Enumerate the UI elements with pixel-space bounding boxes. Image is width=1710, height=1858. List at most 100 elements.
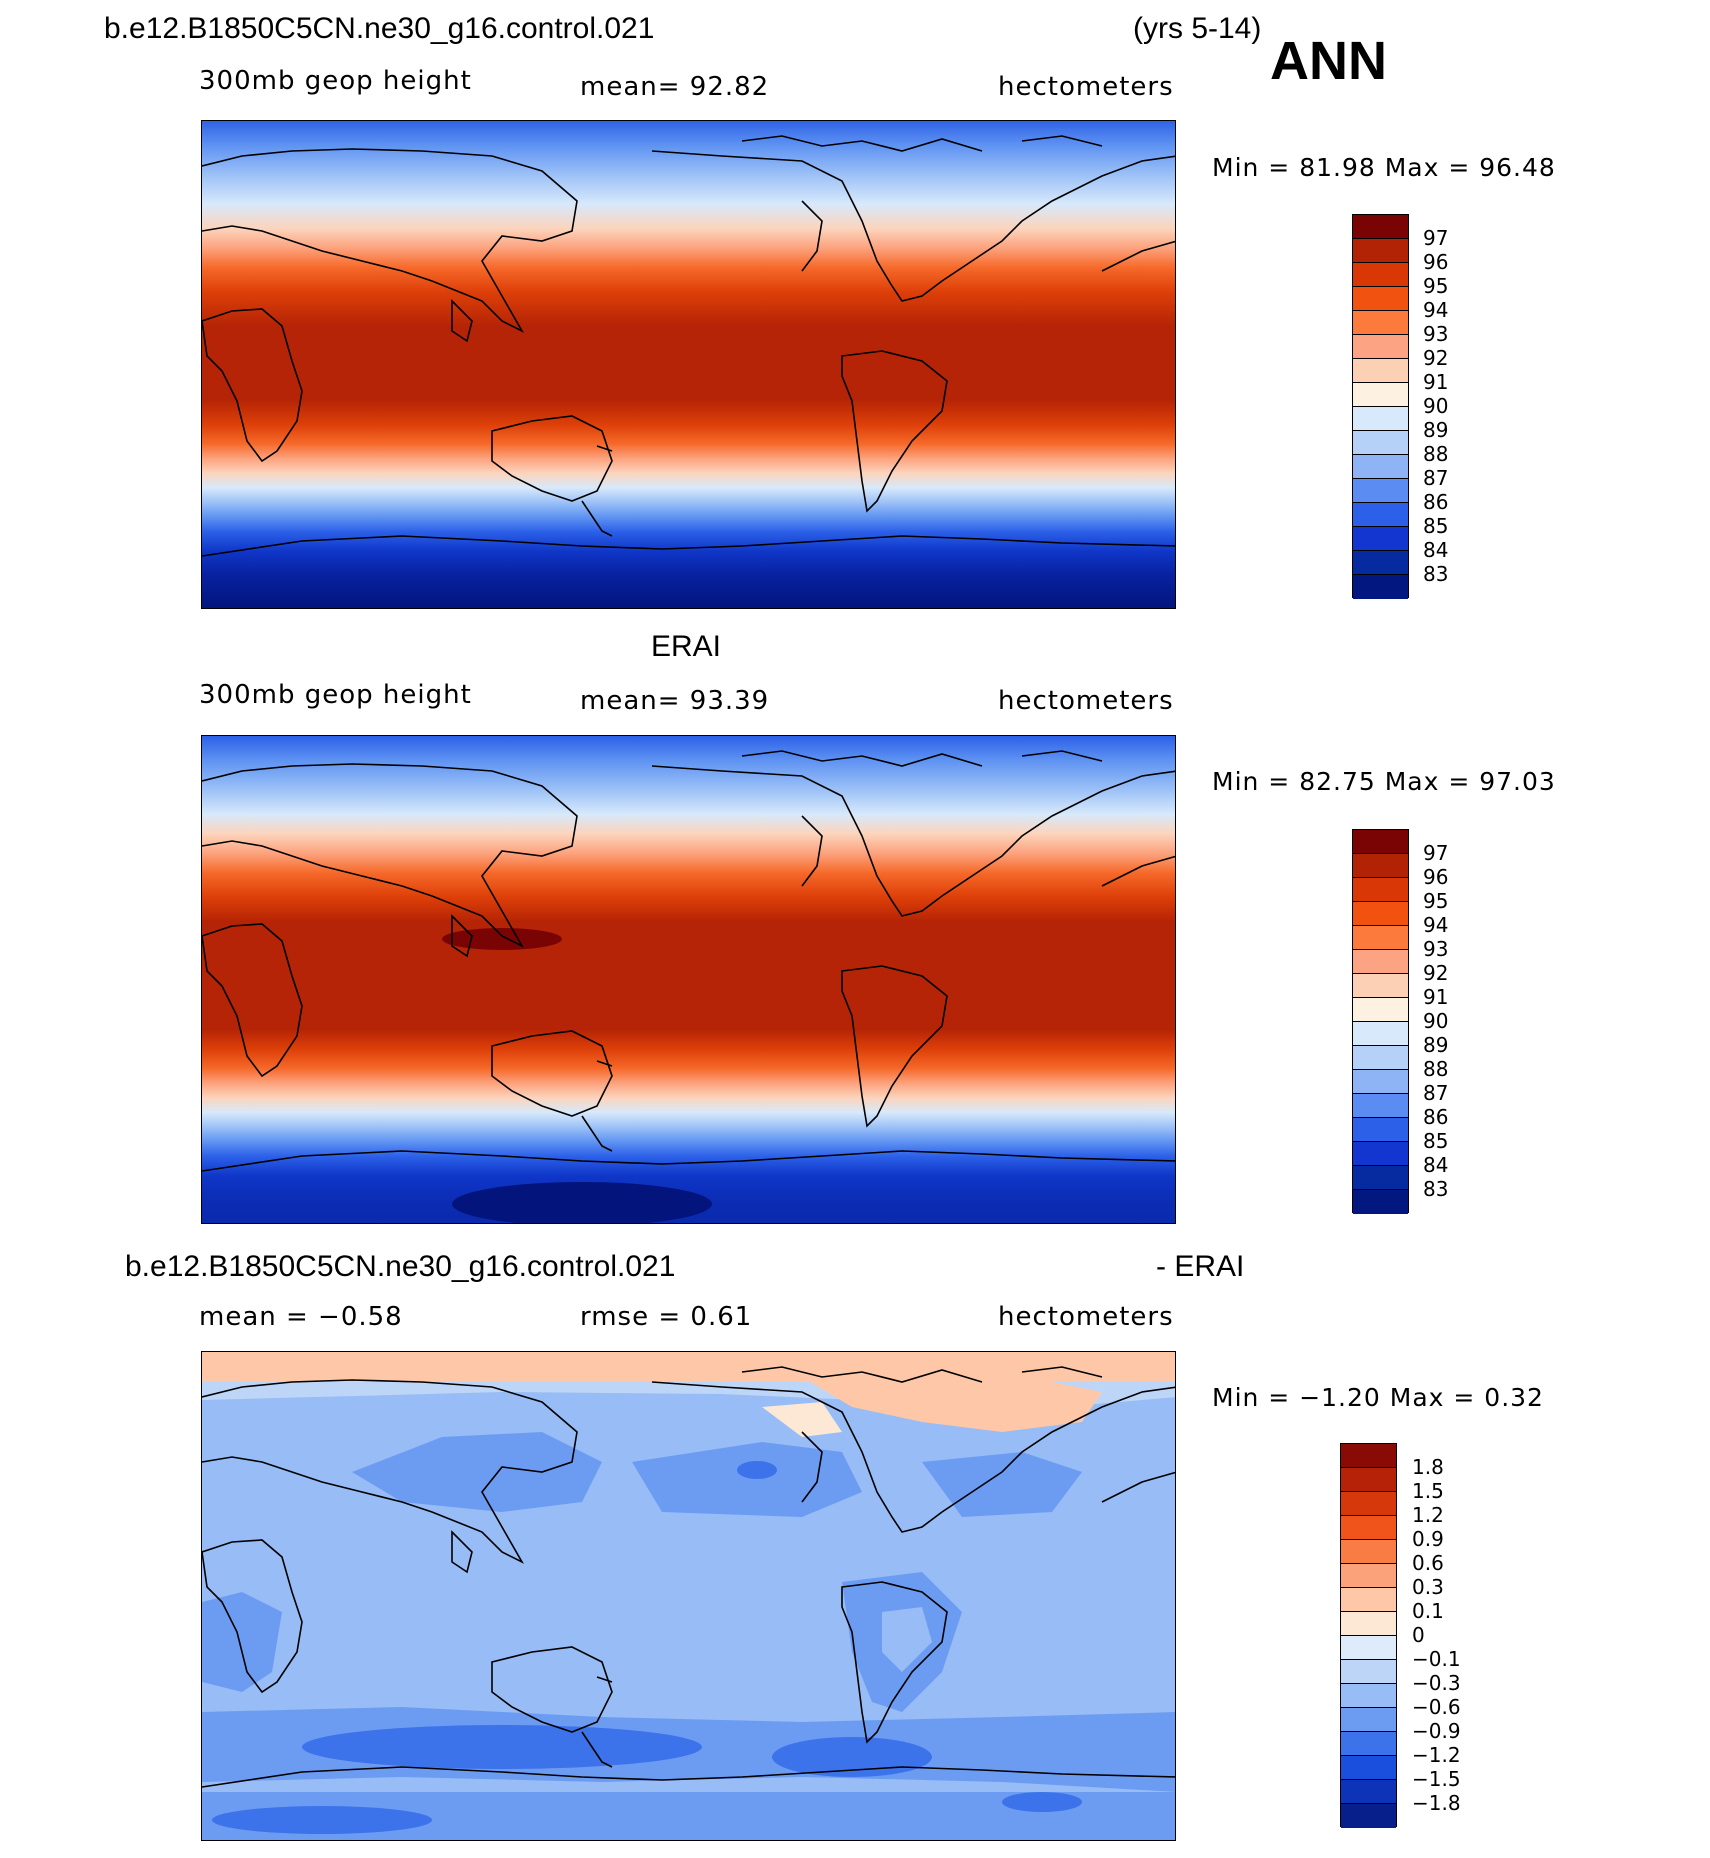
colorbar-tick-label: 89 [1423,418,1449,442]
colorbar-tick-label: 96 [1423,865,1449,889]
colorbar-swatch [1353,878,1408,902]
colorbar-swatch [1353,974,1408,998]
colorbar-swatch [1353,335,1408,359]
panel1-colorbar-swatches [1352,214,1409,599]
colorbar-tick-label: 88 [1423,1057,1449,1081]
colorbar-swatch [1353,902,1408,926]
panel3-units-label: hectometers [998,1302,1174,1332]
colorbar-swatch [1353,1142,1408,1166]
panel3-mean-label: mean = −0.58 [199,1302,403,1332]
panel2-variable-label: 300mb geop height [199,680,472,710]
colorbar-tick-label: 0.3 [1412,1575,1444,1599]
colorbar-tick-label: 92 [1423,961,1449,985]
colorbar-tick-label: 1.2 [1412,1503,1444,1527]
colorbar-swatch [1341,1756,1396,1780]
panel2-coastlines [202,750,1175,1172]
panel2-colorbar-swatches [1352,829,1409,1214]
colorbar-tick-label: 86 [1423,1105,1449,1129]
colorbar-swatch [1341,1588,1396,1612]
colorbar-swatch [1341,1612,1396,1636]
colorbar-tick-label: 87 [1423,466,1449,490]
panel2-contour-field [202,736,1175,1223]
panel1-map [201,120,1176,609]
panel3-map [201,1351,1176,1841]
colorbar-swatch [1341,1708,1396,1732]
season-label: ANN [1270,31,1387,91]
colorbar-swatch [1341,1660,1396,1684]
panel2-title: ERAI [651,630,722,663]
colorbar-swatch [1341,1516,1396,1540]
colorbar-tick-label: 94 [1423,913,1449,937]
colorbar-tick-label: 90 [1423,1009,1449,1033]
panel1-mean-label: mean= 92.82 [580,72,770,102]
colorbar-swatch [1353,1190,1408,1214]
colorbar-swatch [1341,1492,1396,1516]
colorbar-swatch [1353,998,1408,1022]
colorbar-tick-label: 86 [1423,490,1449,514]
panel3-colorbar-swatches [1340,1443,1397,1828]
colorbar-swatch [1353,1094,1408,1118]
colorbar-tick-label: 0.6 [1412,1551,1444,1575]
colorbar-tick-label: 92 [1423,346,1449,370]
colorbar-tick-label: 1.8 [1412,1455,1444,1479]
colorbar-tick-label: 97 [1423,226,1449,250]
colorbar-swatch [1353,1070,1408,1094]
colorbar-swatch [1353,1166,1408,1190]
colorbar-swatch [1341,1636,1396,1660]
colorbar-tick-label: 89 [1423,1033,1449,1057]
years-label: (yrs 5-14) [1133,12,1262,45]
panel1-coastlines [202,135,1175,557]
colorbar-swatch [1353,950,1408,974]
panel1-contour-field [202,121,1175,608]
colorbar-tick-label: 96 [1423,250,1449,274]
colorbar-swatch [1353,1046,1408,1070]
colorbar-tick-label: −0.3 [1412,1671,1461,1695]
colorbar-tick-label: −1.5 [1412,1767,1461,1791]
colorbar-swatch [1353,830,1408,854]
panel3-contour-field [202,1352,1175,1840]
colorbar-tick-label: 87 [1423,1081,1449,1105]
panel2-mean-label: mean= 93.39 [580,686,770,716]
colorbar-swatch [1353,239,1408,263]
colorbar-tick-label: −0.9 [1412,1719,1461,1743]
colorbar-tick-label: 91 [1423,985,1449,1009]
colorbar-swatch [1341,1780,1396,1804]
panel2-map [201,735,1176,1224]
panel1-variable-label: 300mb geop height [199,66,472,96]
colorbar-swatch [1353,215,1408,239]
panel3-title: b.e12.B1850C5CN.ne30_g16.control.021 [125,1250,676,1283]
colorbar-tick-label: 95 [1423,274,1449,298]
panel2-units-label: hectometers [998,686,1174,716]
colorbar-swatch [1353,575,1408,599]
colorbar-swatch [1341,1732,1396,1756]
panel1-units-label: hectometers [998,72,1174,102]
colorbar-tick-label: 83 [1423,562,1449,586]
colorbar-swatch [1353,359,1408,383]
colorbar-swatch [1353,1118,1408,1142]
colorbar-tick-label: 93 [1423,322,1449,346]
colorbar-swatch [1353,311,1408,335]
colorbar-swatch [1353,503,1408,527]
colorbar-swatch [1353,527,1408,551]
colorbar-tick-label: −0.1 [1412,1647,1461,1671]
colorbar-swatch [1353,455,1408,479]
colorbar-tick-label: 1.5 [1412,1479,1444,1503]
colorbar-swatch [1353,479,1408,503]
panel1-min-max: Min = 81.98 Max = 96.48 [1212,153,1556,182]
colorbar-tick-label: 94 [1423,298,1449,322]
panel3-coastlines [202,1366,1175,1788]
colorbar-swatch [1341,1468,1396,1492]
panel3-min-max: Min = −1.20 Max = 0.32 [1212,1383,1544,1412]
colorbar-swatch [1353,287,1408,311]
colorbar-tick-label: 0.9 [1412,1527,1444,1551]
colorbar-tick-label: 84 [1423,1153,1449,1177]
colorbar-swatch [1341,1564,1396,1588]
colorbar-tick-label: 0.1 [1412,1599,1444,1623]
colorbar-tick-label: 83 [1423,1177,1449,1201]
colorbar-swatch [1353,1022,1408,1046]
colorbar-swatch [1353,926,1408,950]
colorbar-swatch [1353,263,1408,287]
colorbar-swatch [1353,431,1408,455]
colorbar-tick-label: 91 [1423,370,1449,394]
colorbar-tick-label: −1.8 [1412,1791,1461,1815]
